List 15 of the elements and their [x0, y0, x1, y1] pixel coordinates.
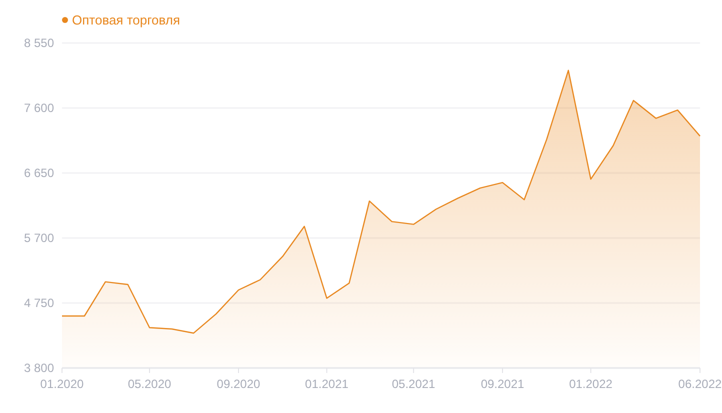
x-tick-label: 05.2020: [128, 377, 172, 391]
y-tick-label: 4 750: [24, 296, 54, 310]
y-tick-label: 7 600: [24, 101, 54, 115]
x-tick-label: 01.2021: [305, 377, 349, 391]
x-tick-label: 05.2021: [392, 377, 436, 391]
y-tick-label: 5 700: [24, 231, 54, 245]
y-tick-label: 8 550: [24, 36, 54, 50]
y-tick-label: 3 800: [24, 361, 54, 375]
y-tick-label: 6 650: [24, 166, 54, 180]
x-tick-label: 06.2022: [678, 377, 722, 391]
x-tick-label: 09.2021: [480, 377, 525, 391]
legend-label: Оптовая торговля: [72, 12, 180, 28]
x-tick-label: 01.2020: [40, 377, 84, 391]
x-tick-label: 09.2020: [216, 377, 261, 391]
x-tick-label: 01.2022: [569, 377, 613, 391]
